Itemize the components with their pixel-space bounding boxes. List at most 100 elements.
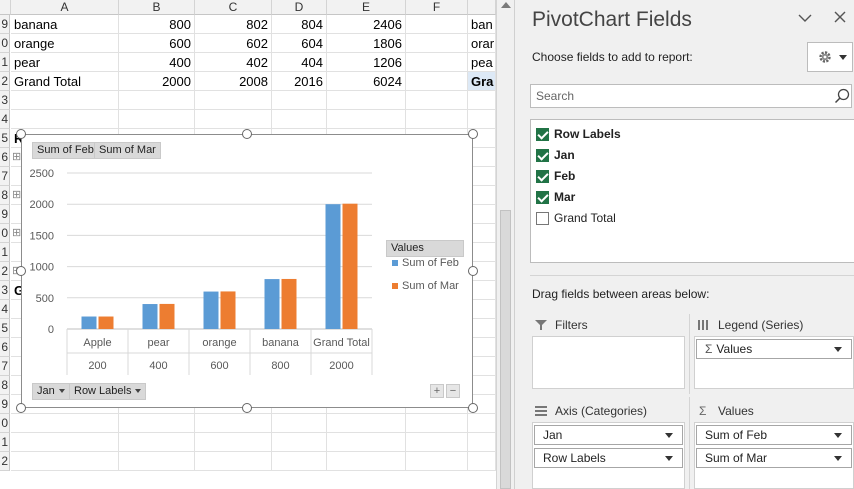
value-cell[interactable]: 1206 — [327, 53, 406, 72]
pivot-table-cell[interactable]: orar — [468, 34, 496, 53]
row-header[interactable]: 3 — [0, 91, 10, 110]
sheet-cell[interactable] — [406, 414, 468, 433]
field-checkbox[interactable] — [536, 191, 549, 204]
pivot-table-cell[interactable]: ban — [468, 15, 496, 34]
sheet-cell[interactable] — [468, 224, 496, 243]
axis-field-button-row-labels[interactable]: Row Labels — [69, 383, 147, 400]
pivot-table-cell[interactable]: pea — [468, 53, 496, 72]
sheet-cell[interactable] — [468, 414, 496, 433]
sheet-cell[interactable] — [406, 34, 468, 53]
sheet-cell[interactable] — [468, 281, 496, 300]
sheet-cell[interactable] — [406, 452, 468, 471]
sheet-cell[interactable] — [468, 129, 496, 148]
sheet-cell[interactable] — [119, 414, 195, 433]
sheet-cell[interactable] — [11, 414, 119, 433]
row-header[interactable]: 4 — [0, 300, 10, 319]
field-checkbox[interactable] — [536, 170, 549, 183]
value-cell[interactable]: 804 — [272, 15, 327, 34]
value-cell[interactable]: 1806 — [327, 34, 406, 53]
sheet-cell[interactable] — [11, 91, 119, 110]
field-checkbox[interactable] — [536, 128, 549, 141]
row-header[interactable]: 2 — [0, 452, 10, 471]
resize-handle-bottom[interactable] — [242, 403, 252, 413]
pivot-row-label-partial[interactable]: G — [14, 283, 23, 298]
legend-field-button-sum-of-mar[interactable]: Sum of Mar — [94, 142, 161, 159]
pivot-table-cell[interactable]: Gra — [468, 72, 496, 91]
sheet-cell[interactable] — [119, 433, 195, 452]
row-header[interactable]: 4 — [0, 110, 10, 129]
row-header[interactable]: 7 — [0, 357, 10, 376]
sheet-cell[interactable] — [119, 452, 195, 471]
sheet-cell[interactable] — [468, 186, 496, 205]
sheet-cell[interactable] — [468, 300, 496, 319]
values-field-sum-of-mar[interactable]: Sum of Mar — [696, 448, 852, 468]
sheet-cell[interactable] — [195, 433, 272, 452]
field-checkbox[interactable] — [536, 149, 549, 162]
values-field-sum-of-feb[interactable]: Sum of Feb — [696, 425, 852, 445]
sheet-cell[interactable] — [406, 433, 468, 452]
column-header-a[interactable]: A — [11, 0, 119, 15]
value-cell[interactable]: 400 — [119, 53, 195, 72]
row-header[interactable]: 5 — [0, 319, 10, 338]
value-cell[interactable]: 2008 — [195, 72, 272, 91]
value-cell[interactable]: 800 — [119, 15, 195, 34]
filters-drop-area[interactable] — [532, 336, 685, 389]
row-header[interactable]: 7 — [0, 167, 10, 186]
row-label-cell[interactable]: banana — [11, 15, 119, 34]
sheet-cell[interactable] — [406, 72, 468, 91]
row-header[interactable]: 1 — [0, 433, 10, 452]
column-header-f[interactable]: F — [406, 0, 468, 15]
chevron-down-icon[interactable] — [834, 347, 842, 352]
sheet-cell[interactable] — [119, 91, 195, 110]
row-header[interactable]: 0 — [0, 224, 10, 243]
sheet-cell[interactable] — [272, 433, 327, 452]
expand-field-button[interactable]: + — [430, 384, 444, 398]
expand-icon[interactable]: ⊞ — [12, 189, 22, 201]
resize-handle-bottom-right[interactable] — [468, 403, 478, 413]
sheet-cell[interactable] — [327, 91, 406, 110]
sheet-cell[interactable] — [327, 414, 406, 433]
row-header[interactable]: 1 — [0, 243, 10, 262]
axis-field-jan[interactable]: Jan — [534, 425, 683, 445]
tools-button[interactable] — [807, 42, 853, 72]
value-cell[interactable]: 2406 — [327, 15, 406, 34]
chevron-down-icon[interactable] — [665, 456, 673, 461]
chevron-down-icon[interactable] — [834, 456, 842, 461]
row-header[interactable]: 0 — [0, 34, 10, 53]
resize-handle-top[interactable] — [242, 129, 252, 139]
scroll-up-icon[interactable] — [501, 2, 511, 8]
sheet-cell[interactable] — [195, 452, 272, 471]
sheet-cell[interactable] — [119, 110, 195, 129]
column-header-e[interactable]: E — [327, 0, 406, 15]
chevron-down-icon[interactable] — [665, 433, 673, 438]
field-checkbox[interactable] — [536, 212, 549, 225]
search-icon[interactable] — [834, 88, 850, 104]
row-header[interactable]: 9 — [0, 205, 10, 224]
value-cell[interactable]: 402 — [195, 53, 272, 72]
axis-field-button-jan[interactable]: Jan — [32, 383, 70, 400]
sheet-cell[interactable] — [468, 110, 496, 129]
sheet-cell[interactable] — [11, 433, 119, 452]
column-header-corner[interactable] — [0, 0, 11, 15]
sheet-cell[interactable] — [468, 433, 496, 452]
row-header[interactable]: 8 — [0, 186, 10, 205]
sheet-cell[interactable] — [468, 262, 496, 281]
row-header[interactable]: 6 — [0, 338, 10, 357]
axis-field-row-labels[interactable]: Row Labels — [534, 448, 683, 468]
sheet-cell[interactable] — [468, 338, 496, 357]
close-icon[interactable] — [833, 10, 847, 24]
sheet-cell[interactable] — [468, 319, 496, 338]
column-header-d[interactable]: D — [272, 0, 327, 15]
sheet-cell[interactable] — [406, 110, 468, 129]
row-header[interactable]: 2 — [0, 72, 10, 91]
pivot-chart[interactable]: Sum of Feb Sum of Mar 0 500 1000 1500 2000 25… — [21, 134, 473, 408]
resize-handle-top-left[interactable] — [16, 129, 26, 139]
sheet-cell[interactable] — [195, 414, 272, 433]
sheet-cell[interactable] — [272, 91, 327, 110]
row-header[interactable]: 9 — [0, 15, 10, 34]
sheet-cell[interactable] — [468, 148, 496, 167]
row-header[interactable]: 8 — [0, 376, 10, 395]
column-header-b[interactable]: B — [119, 0, 195, 15]
sheet-cell[interactable] — [406, 91, 468, 110]
column-header-g[interactable] — [468, 0, 496, 15]
